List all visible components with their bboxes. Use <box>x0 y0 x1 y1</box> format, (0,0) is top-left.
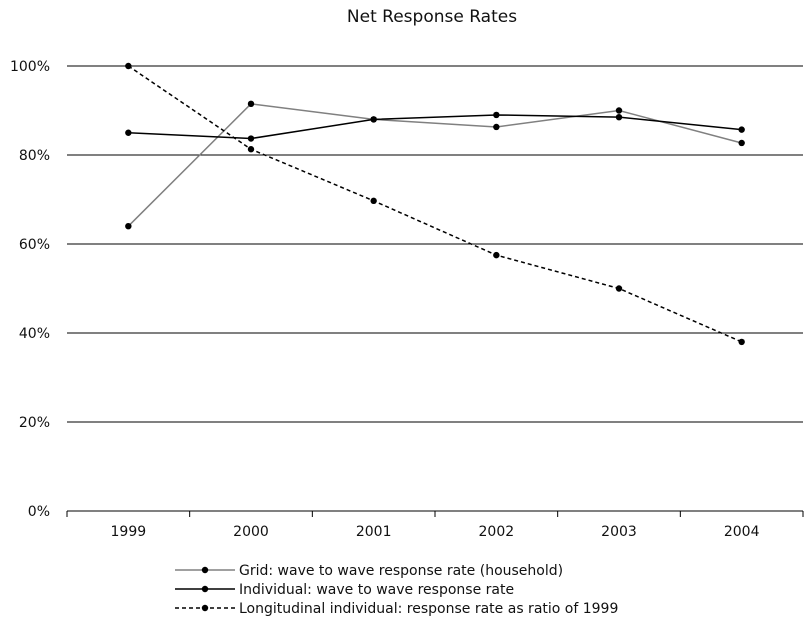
data-point <box>247 146 255 153</box>
legend-label: Longitudinal individual: response rate a… <box>239 601 618 617</box>
y-tick-label: 20% <box>19 415 50 431</box>
gridlines <box>67 65 803 423</box>
x-tick-label: 2001 <box>356 524 392 540</box>
data-point <box>125 62 132 70</box>
y-tick-label: 0% <box>28 504 50 520</box>
data-point <box>493 111 500 119</box>
legend-label: Grid: wave to wave response rate (househ… <box>239 563 563 579</box>
legend-swatch-marker <box>201 585 209 593</box>
legend-swatch-marker <box>201 566 209 574</box>
axes: 0% 20% 40% 60% 80% 100% 1999 2000 2001 2002 2003 20… <box>10 59 804 540</box>
x-tick-label: 2002 <box>479 524 515 540</box>
x-tick-label: 1999 <box>111 524 147 540</box>
series-line-2 <box>128 114 742 140</box>
data-point <box>738 126 745 133</box>
data-point <box>493 123 500 131</box>
series-line-3 <box>127 65 742 343</box>
y-tick-label: 80% <box>19 148 50 164</box>
data-point <box>738 338 745 346</box>
legend-swatch-marker <box>201 604 209 612</box>
legend-entry: Longitudinal individual: response rate a… <box>175 601 618 617</box>
data-point <box>247 135 255 142</box>
y-tick-label: 40% <box>19 326 50 342</box>
data-point <box>615 113 623 121</box>
legend-entry: Individual: wave to wave response rate <box>175 582 514 598</box>
legend-label: Individual: wave to wave response rate <box>239 582 514 598</box>
series <box>125 62 745 346</box>
data-point <box>125 129 132 136</box>
chart-title: Net Response Rates <box>347 7 517 27</box>
data-point <box>738 139 745 147</box>
x-tick-label: 2004 <box>724 524 760 540</box>
y-tick-label: 60% <box>19 237 50 253</box>
legend: Grid: wave to wave response rate (househ… <box>175 563 618 617</box>
y-tick-label: 100% <box>10 59 50 75</box>
series-line-1 <box>127 103 742 227</box>
data-point <box>615 285 623 292</box>
x-tick-label: 2003 <box>601 524 637 540</box>
data-point <box>615 107 623 114</box>
data-point <box>493 251 500 259</box>
data-point <box>125 223 132 230</box>
legend-entry: Grid: wave to wave response rate (househ… <box>175 563 563 579</box>
data-point <box>370 116 377 123</box>
data-point <box>370 197 377 205</box>
x-tick-label: 2000 <box>233 524 269 540</box>
data-point <box>247 100 255 108</box>
